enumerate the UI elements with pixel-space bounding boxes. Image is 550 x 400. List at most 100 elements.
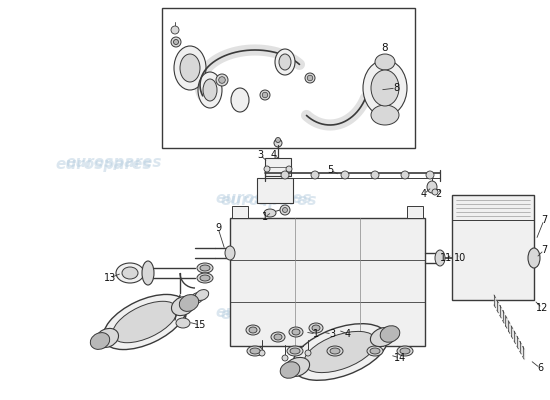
Circle shape <box>305 350 311 356</box>
Text: 15: 15 <box>194 320 206 330</box>
Ellipse shape <box>287 346 303 356</box>
Ellipse shape <box>290 348 300 354</box>
Text: 7: 7 <box>541 215 547 225</box>
Ellipse shape <box>197 273 213 283</box>
Circle shape <box>283 208 288 212</box>
Ellipse shape <box>528 248 540 268</box>
Ellipse shape <box>271 332 285 342</box>
Ellipse shape <box>370 328 395 346</box>
Ellipse shape <box>284 358 310 376</box>
Ellipse shape <box>247 346 263 356</box>
Text: 3: 3 <box>329 329 335 339</box>
Ellipse shape <box>371 70 399 106</box>
Circle shape <box>274 139 282 147</box>
Text: 6: 6 <box>537 363 543 373</box>
Text: eurospares: eurospares <box>215 304 311 320</box>
Ellipse shape <box>375 54 395 70</box>
Text: eurospares: eurospares <box>220 308 316 322</box>
Ellipse shape <box>370 348 380 354</box>
Ellipse shape <box>327 346 343 356</box>
Bar <box>407 206 423 218</box>
Circle shape <box>432 189 438 195</box>
Ellipse shape <box>371 105 399 125</box>
Ellipse shape <box>142 261 154 285</box>
Bar <box>230 218 425 346</box>
Text: eurospares: eurospares <box>215 190 311 206</box>
Text: eurospares: eurospares <box>65 154 162 170</box>
Text: 2: 2 <box>435 189 441 199</box>
Circle shape <box>341 171 349 179</box>
Ellipse shape <box>103 294 187 350</box>
Text: 4: 4 <box>421 189 427 199</box>
Text: 7: 7 <box>541 245 547 255</box>
Text: 3: 3 <box>257 150 263 160</box>
Ellipse shape <box>116 263 144 283</box>
Ellipse shape <box>246 325 260 335</box>
Circle shape <box>282 355 288 361</box>
Text: 8: 8 <box>393 83 399 93</box>
Circle shape <box>305 73 315 83</box>
Ellipse shape <box>380 326 400 342</box>
Text: 4: 4 <box>345 329 351 339</box>
Ellipse shape <box>174 46 206 90</box>
Ellipse shape <box>330 348 340 354</box>
Ellipse shape <box>197 263 213 273</box>
Bar <box>257 178 293 203</box>
Ellipse shape <box>274 334 282 340</box>
Text: eurospares: eurospares <box>220 192 316 208</box>
Ellipse shape <box>289 327 303 337</box>
Text: 14: 14 <box>394 353 406 363</box>
Circle shape <box>219 77 225 83</box>
Ellipse shape <box>172 296 195 316</box>
Ellipse shape <box>250 348 260 354</box>
Ellipse shape <box>292 329 300 335</box>
Text: 9: 9 <box>215 223 221 233</box>
Ellipse shape <box>176 318 190 328</box>
Circle shape <box>171 26 179 34</box>
Ellipse shape <box>279 54 291 70</box>
Ellipse shape <box>275 49 295 75</box>
Text: 5: 5 <box>327 165 333 175</box>
Circle shape <box>264 166 270 172</box>
Ellipse shape <box>200 275 210 281</box>
Text: eurospares: eurospares <box>55 158 151 172</box>
Text: 8: 8 <box>382 43 388 53</box>
Text: 12: 12 <box>536 303 548 313</box>
Text: 11: 11 <box>440 253 452 263</box>
Ellipse shape <box>203 79 217 101</box>
Ellipse shape <box>179 295 199 311</box>
Ellipse shape <box>280 362 300 378</box>
Circle shape <box>281 171 289 179</box>
Ellipse shape <box>400 348 410 354</box>
Bar <box>265 158 291 176</box>
Ellipse shape <box>292 324 388 380</box>
Ellipse shape <box>367 346 383 356</box>
Text: 13: 13 <box>104 273 116 283</box>
Text: 10: 10 <box>454 253 466 263</box>
Ellipse shape <box>231 88 249 112</box>
Ellipse shape <box>190 292 204 304</box>
Ellipse shape <box>363 60 407 116</box>
Bar <box>452 195 534 300</box>
Text: 1: 1 <box>262 212 268 222</box>
Ellipse shape <box>249 327 257 333</box>
Ellipse shape <box>113 301 178 343</box>
Ellipse shape <box>312 325 320 331</box>
Circle shape <box>426 171 434 179</box>
Circle shape <box>286 166 292 172</box>
Circle shape <box>276 138 280 142</box>
Text: 4: 4 <box>271 150 277 160</box>
Circle shape <box>171 37 181 47</box>
Ellipse shape <box>96 328 118 348</box>
Bar <box>232 206 248 218</box>
Ellipse shape <box>304 332 376 372</box>
Circle shape <box>260 90 270 100</box>
Ellipse shape <box>397 346 413 356</box>
Circle shape <box>173 40 179 44</box>
Ellipse shape <box>435 250 445 266</box>
Circle shape <box>280 205 290 215</box>
Ellipse shape <box>200 265 210 271</box>
Bar <box>162 8 415 148</box>
Ellipse shape <box>90 333 109 349</box>
Circle shape <box>371 171 379 179</box>
